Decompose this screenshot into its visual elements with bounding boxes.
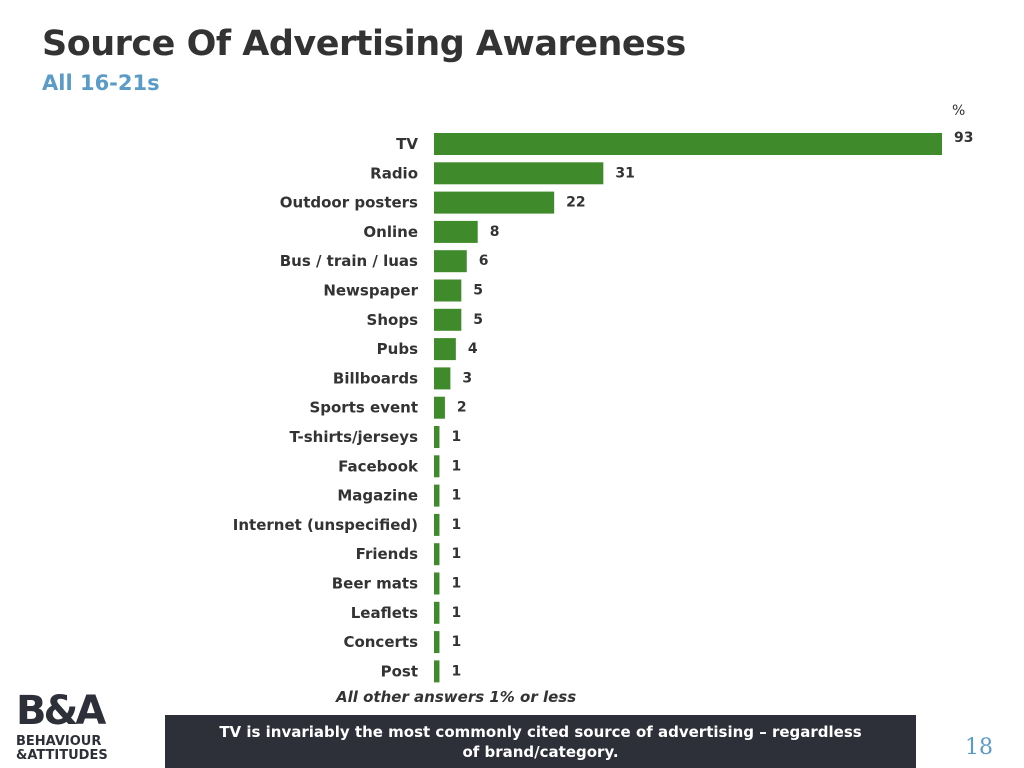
page-subtitle: All 16-21s [42,71,160,95]
value-label: 93 [954,130,973,146]
bar-bus-train-luas [434,250,467,273]
category-label: Sports event [309,399,418,417]
category-label: Outdoor posters [280,194,418,212]
bar-pubs [434,338,456,361]
bar-facebook [434,455,440,478]
value-label: 1 [451,546,461,562]
category-label: Pubs [377,340,418,358]
logo-line-attitudes: &ATTITUDES [16,748,108,762]
footnote: All other answers 1% or less [336,688,577,706]
category-label: T-shirts/jerseys [290,428,419,446]
category-label: Bus / train / luas [280,252,418,270]
category-label: Online [363,223,418,241]
category-label: Billboards [333,369,418,387]
category-label: Post [381,662,418,680]
bar-radio [434,162,604,185]
page-number: 18 [965,735,993,760]
bar-friends [434,543,440,566]
value-label: 1 [451,517,461,533]
value-label: 1 [451,458,461,474]
value-label: 3 [462,370,472,386]
category-label: Concerts [343,633,418,651]
category-label: Leaflets [351,604,418,622]
logo-mark: B&A [16,688,106,734]
bar-post [434,660,440,683]
value-label: 22 [566,195,585,211]
logo-line-behaviour: BEHAVIOUR [16,734,101,749]
value-label: 2 [457,400,467,416]
bar-tv [434,133,942,155]
bar-internet-unspecified [434,513,440,536]
value-label: 5 [473,312,483,328]
value-label: 31 [615,165,634,181]
category-label: Internet (unspecified) [233,516,418,534]
category-label: Magazine [337,487,418,505]
bar-sports-event [434,396,445,419]
category-label: Beer mats [332,575,418,593]
value-label: 1 [451,429,461,445]
value-label: 8 [490,224,500,240]
category-label: Shops [367,311,419,329]
bar-shops [434,308,462,331]
category-label: Facebook [338,457,419,475]
category-label: Newspaper [323,282,418,300]
value-label: 1 [451,488,461,504]
category-label: TV [396,135,418,153]
summary-banner: TV is invariably the most commonly cited… [165,715,916,768]
unit-label: % [952,103,965,119]
value-label: 1 [451,663,461,679]
bar-beer-mats [434,572,440,595]
value-label: 4 [468,341,478,357]
bar-t-shirts-jerseys [434,426,440,448]
value-label: 6 [479,253,489,269]
value-label: 1 [451,634,461,650]
bar-billboards [434,367,451,390]
value-label: 1 [451,576,461,592]
bar-outdoor-posters [434,191,555,214]
bar-magazine [434,484,440,507]
bar-concerts [434,631,440,654]
brand-logo: B&A BEHAVIOUR &ATTITUDES [16,688,109,762]
value-label: 5 [473,283,483,299]
page-title: Source Of Advertising Awareness [42,24,686,64]
summary-text: TV is invariably the most commonly cited… [219,722,862,761]
value-label: 1 [451,605,461,621]
bar-online [434,220,478,243]
category-label: Friends [356,545,418,563]
bar-newspaper [434,279,462,302]
category-label: Radio [370,164,418,182]
bar-leaflets [434,601,440,624]
